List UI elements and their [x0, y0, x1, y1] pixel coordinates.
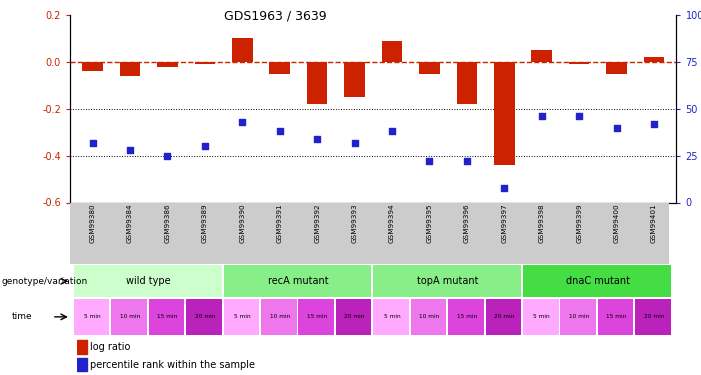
Bar: [448, 299, 484, 335]
Bar: [336, 299, 372, 335]
Bar: [77, 358, 87, 371]
Text: 10 min: 10 min: [270, 314, 290, 320]
Text: GSM99386: GSM99386: [165, 204, 170, 243]
Text: GSM99389: GSM99389: [202, 204, 208, 243]
Text: 10 min: 10 min: [120, 314, 140, 320]
Bar: [74, 265, 222, 297]
Bar: [149, 299, 184, 335]
Bar: [374, 299, 409, 335]
Bar: [523, 299, 559, 335]
Bar: [299, 299, 334, 335]
Text: wild type: wild type: [126, 276, 171, 286]
Text: 15 min: 15 min: [157, 314, 177, 320]
Text: 20 min: 20 min: [344, 314, 365, 320]
Text: percentile rank within the sample: percentile rank within the sample: [90, 360, 255, 370]
Text: 5 min: 5 min: [84, 314, 101, 320]
Bar: [644, 57, 665, 62]
Text: 20 min: 20 min: [494, 314, 515, 320]
Bar: [224, 265, 372, 297]
Point: [648, 121, 660, 127]
Text: GSM99398: GSM99398: [538, 204, 545, 243]
Text: 15 min: 15 min: [606, 314, 627, 320]
Text: GSM99391: GSM99391: [277, 204, 283, 243]
Bar: [411, 299, 447, 335]
Text: genotype/variation: genotype/variation: [1, 278, 88, 286]
Bar: [606, 62, 627, 74]
Point: [199, 143, 210, 149]
Text: GSM99400: GSM99400: [613, 204, 620, 243]
Bar: [261, 299, 297, 335]
Point: [311, 136, 322, 142]
Bar: [120, 62, 140, 76]
Bar: [74, 299, 109, 335]
Bar: [82, 62, 103, 71]
Bar: [195, 62, 215, 64]
Text: 10 min: 10 min: [419, 314, 440, 320]
Bar: [456, 62, 477, 104]
Text: GSM99395: GSM99395: [426, 204, 433, 243]
Text: time: time: [12, 312, 32, 321]
Bar: [374, 265, 521, 297]
Bar: [635, 299, 671, 335]
Bar: [344, 62, 365, 97]
Text: GSM99390: GSM99390: [239, 204, 245, 243]
Text: GSM99396: GSM99396: [464, 204, 470, 243]
Bar: [494, 62, 515, 165]
Text: 5 min: 5 min: [533, 314, 550, 320]
Bar: [307, 62, 327, 104]
Bar: [486, 299, 521, 335]
Point: [274, 128, 285, 134]
Bar: [531, 50, 552, 62]
Text: GSM99393: GSM99393: [352, 204, 358, 243]
Text: 5 min: 5 min: [383, 314, 400, 320]
Text: GSM99392: GSM99392: [314, 204, 320, 243]
Point: [461, 158, 472, 164]
Text: topA mutant: topA mutant: [417, 276, 479, 286]
Point: [349, 140, 360, 146]
Bar: [186, 299, 222, 335]
Text: log ratio: log ratio: [90, 342, 131, 352]
Bar: [111, 299, 147, 335]
Text: GSM99399: GSM99399: [576, 204, 582, 243]
Point: [611, 124, 622, 130]
Bar: [77, 340, 87, 354]
Text: GSM99384: GSM99384: [127, 204, 133, 243]
Point: [536, 113, 547, 119]
Text: GSM99401: GSM99401: [651, 204, 657, 243]
Point: [573, 113, 585, 119]
Point: [386, 128, 397, 134]
Point: [124, 147, 135, 153]
Text: GDS1963 / 3639: GDS1963 / 3639: [224, 9, 327, 22]
Text: GSM99397: GSM99397: [501, 204, 508, 243]
Text: GSM99380: GSM99380: [90, 204, 95, 243]
Point: [498, 184, 510, 190]
Point: [162, 153, 173, 159]
Point: [424, 158, 435, 164]
Text: dnaC mutant: dnaC mutant: [566, 276, 630, 286]
Bar: [269, 62, 290, 74]
Bar: [224, 299, 259, 335]
Text: 20 min: 20 min: [195, 314, 215, 320]
Text: 15 min: 15 min: [457, 314, 477, 320]
Bar: [232, 39, 252, 62]
Bar: [598, 299, 634, 335]
Bar: [560, 299, 596, 335]
Point: [237, 119, 248, 125]
Bar: [419, 62, 440, 74]
Bar: [523, 265, 671, 297]
Text: 20 min: 20 min: [644, 314, 664, 320]
Point: [87, 140, 98, 146]
Text: 15 min: 15 min: [307, 314, 327, 320]
Bar: [382, 41, 402, 62]
Text: recA mutant: recA mutant: [268, 276, 329, 286]
Text: 10 min: 10 min: [569, 314, 590, 320]
Text: GSM99394: GSM99394: [389, 204, 395, 243]
Bar: [569, 62, 590, 64]
Text: 5 min: 5 min: [234, 314, 250, 320]
Bar: [157, 62, 178, 67]
